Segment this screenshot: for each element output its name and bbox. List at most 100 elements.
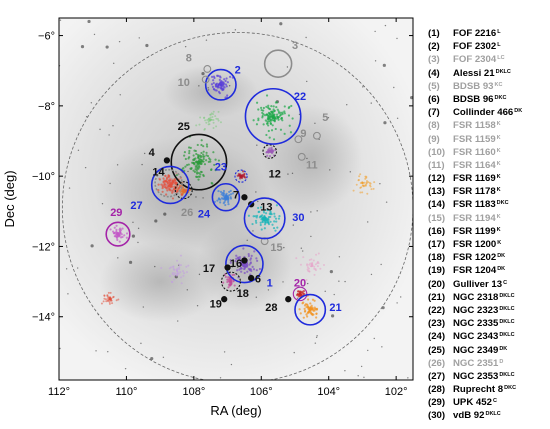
member-star bbox=[310, 258, 313, 261]
member-star bbox=[223, 78, 226, 81]
member-star bbox=[275, 105, 278, 109]
member-star bbox=[269, 118, 272, 121]
member-star bbox=[181, 186, 185, 189]
field-star bbox=[162, 356, 165, 358]
member-star bbox=[262, 109, 265, 112]
field-star bbox=[310, 235, 312, 238]
member-star bbox=[168, 179, 172, 182]
member-star bbox=[177, 187, 180, 190]
legend-index: (29) bbox=[428, 397, 446, 409]
legend-index: (1) bbox=[428, 28, 440, 39]
legend-name: Collinder 466 bbox=[453, 107, 514, 119]
member-star bbox=[212, 87, 215, 91]
member-star bbox=[200, 155, 203, 158]
legend-entry-8: (8) FSR 1158K bbox=[428, 118, 550, 131]
cluster-label-18: 18 bbox=[237, 288, 249, 300]
field-star bbox=[228, 85, 231, 87]
legend-name: BDSB 93 bbox=[453, 80, 494, 92]
member-star bbox=[206, 154, 210, 158]
cluster-label-6: 6 bbox=[255, 274, 261, 286]
member-star bbox=[255, 221, 258, 224]
member-star bbox=[315, 307, 318, 311]
member-star bbox=[115, 224, 118, 227]
legend-flags: DK bbox=[497, 253, 506, 260]
x-tick-label: 106° bbox=[250, 386, 273, 398]
member-star bbox=[262, 123, 265, 126]
field-star bbox=[177, 320, 179, 322]
member-star bbox=[262, 211, 266, 214]
member-star bbox=[242, 247, 245, 250]
member-star bbox=[212, 121, 215, 124]
member-star bbox=[261, 217, 264, 220]
field-star bbox=[302, 250, 304, 252]
member-star bbox=[214, 158, 217, 161]
field-star bbox=[59, 19, 62, 21]
member-star bbox=[196, 143, 199, 147]
member-star bbox=[116, 238, 119, 241]
legend-name: NGC 2351 bbox=[453, 357, 499, 369]
member-star bbox=[262, 106, 265, 110]
member-star bbox=[297, 290, 300, 293]
member-star bbox=[196, 153, 200, 157]
legend-index: (16) bbox=[428, 225, 446, 237]
member-star bbox=[214, 83, 217, 86]
member-star bbox=[269, 213, 272, 216]
member-star bbox=[305, 313, 308, 316]
cluster-circle-9 bbox=[294, 135, 303, 144]
member-star bbox=[278, 214, 281, 218]
cluster-circle-20 bbox=[292, 286, 308, 302]
member-star bbox=[188, 149, 191, 153]
legend-name: NGC 2349 bbox=[453, 344, 499, 356]
member-star bbox=[229, 261, 232, 264]
field-star bbox=[370, 102, 372, 104]
cluster-labels: 1234567891011121314151617181920212223242… bbox=[110, 40, 341, 314]
member-star bbox=[218, 75, 221, 78]
legend-entry-21: (21) NGC 2318DKLC bbox=[428, 290, 550, 303]
member-star bbox=[313, 306, 316, 309]
legend-entry-30: (30) vdB 92DKLC bbox=[428, 408, 550, 421]
cluster-circle-11 bbox=[297, 152, 306, 161]
member-star bbox=[188, 156, 191, 159]
member-star bbox=[248, 269, 251, 272]
member-star bbox=[204, 119, 207, 122]
member-star bbox=[244, 265, 247, 268]
field-star bbox=[230, 363, 233, 366]
member-star bbox=[184, 189, 188, 192]
field-star bbox=[370, 273, 373, 276]
member-star bbox=[257, 119, 260, 122]
member-star bbox=[189, 146, 192, 149]
member-star bbox=[359, 191, 362, 194]
member-star bbox=[313, 265, 316, 268]
x-tick-label: 110° bbox=[115, 386, 137, 398]
member-star bbox=[212, 126, 215, 129]
member-star bbox=[236, 256, 240, 259]
legend-flags: DKLC bbox=[499, 332, 515, 339]
member-star bbox=[267, 129, 270, 133]
field-star bbox=[187, 170, 189, 173]
member-star bbox=[165, 193, 168, 196]
member-star bbox=[268, 154, 272, 158]
member-star bbox=[178, 263, 181, 266]
member-star bbox=[309, 302, 312, 305]
legend-entry-13: (13) FSR 1178K bbox=[428, 184, 550, 197]
member-star bbox=[206, 119, 209, 122]
member-star bbox=[119, 236, 123, 239]
member-star bbox=[198, 123, 201, 126]
legend-flags: DK bbox=[514, 108, 523, 115]
field-star bbox=[367, 221, 369, 223]
member-star bbox=[205, 121, 208, 124]
field-star bbox=[349, 171, 352, 173]
member-star bbox=[212, 79, 215, 82]
member-star bbox=[272, 138, 276, 141]
member-star bbox=[236, 269, 239, 272]
member-star bbox=[173, 273, 176, 276]
cluster-label-12: 12 bbox=[269, 168, 281, 180]
legend-index: (5) bbox=[428, 80, 440, 92]
member-star bbox=[276, 108, 279, 111]
member-star bbox=[262, 113, 265, 116]
member-star bbox=[301, 291, 304, 295]
member-star bbox=[112, 296, 115, 299]
legend-name: FSR 1199 bbox=[453, 225, 496, 237]
x-axis-ticks: 112° 110° 108° 106° 104° 102° bbox=[48, 18, 408, 398]
field-star bbox=[234, 29, 237, 31]
